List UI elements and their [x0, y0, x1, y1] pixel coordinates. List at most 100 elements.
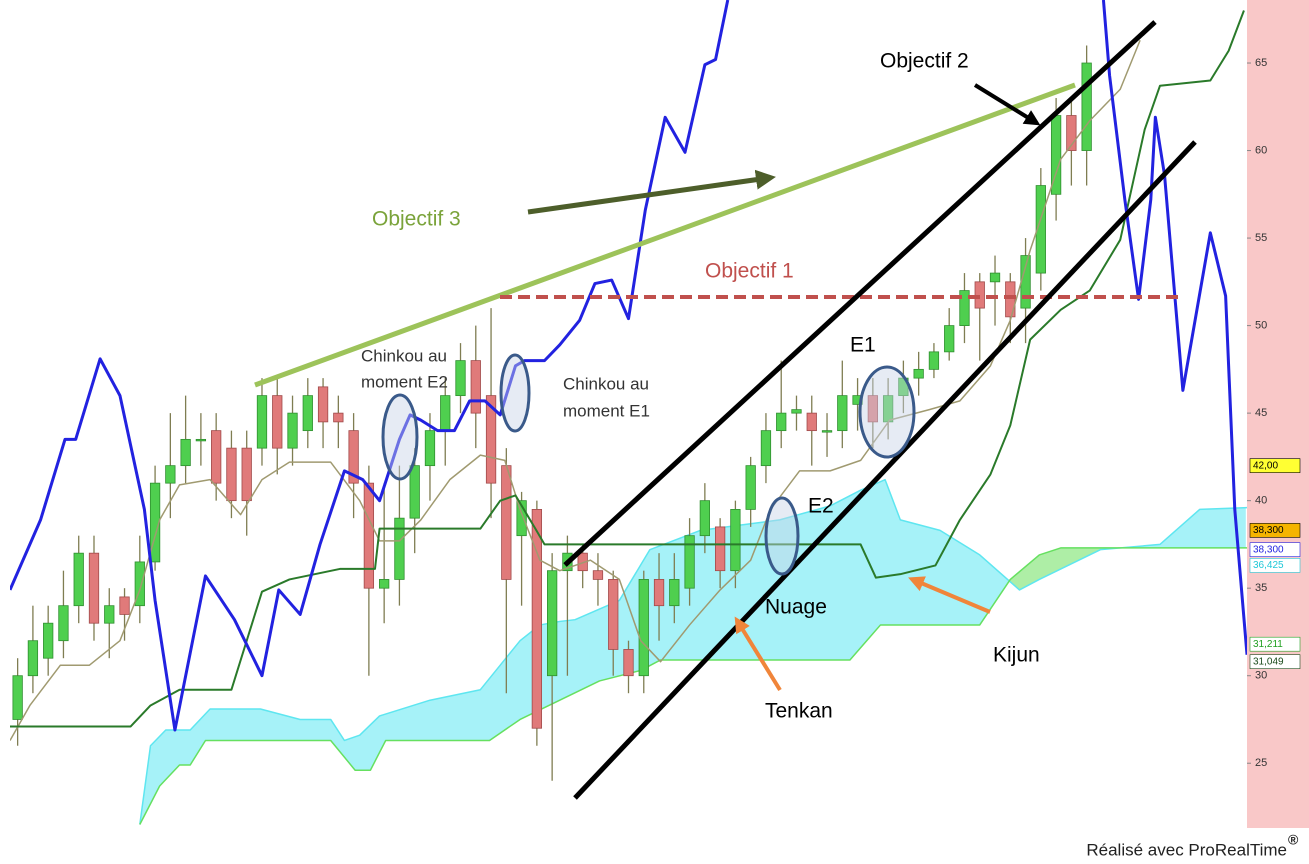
candle-body: [669, 579, 680, 607]
candle-body: [440, 395, 451, 432]
candle-body: [638, 579, 649, 677]
annotation: Nuage: [765, 596, 827, 619]
candle-body: [1020, 255, 1031, 309]
candle-body: [730, 509, 741, 572]
candle-body: [944, 325, 955, 353]
candle-body: [363, 482, 375, 589]
candle-body: [776, 412, 787, 432]
plot-area: [10, 0, 1247, 825]
price-label: 31,049: [1253, 656, 1284, 667]
y-tick-label: 30: [1255, 670, 1267, 682]
candle-body: [867, 395, 878, 423]
annotation: Objectif 2: [880, 50, 969, 73]
candle-body: [256, 395, 268, 449]
candle-body: [149, 482, 161, 563]
candle-body: [501, 465, 512, 580]
price-label-box: [1249, 523, 1301, 538]
footer: Réalisé avec ProRealTime: [1086, 840, 1287, 859]
annotation: E1: [850, 334, 876, 357]
y-tick-label: 65: [1255, 57, 1267, 69]
line: [10, 39, 1141, 741]
candle-body: [119, 596, 130, 615]
candle-body: [424, 430, 436, 467]
annotation: moment E1: [563, 401, 650, 420]
candle-body: [73, 552, 84, 607]
annotations: Objectif 3 Objectif 1 Objectif 2 Chinkou…: [254, 20, 1299, 859]
candle-body: [317, 386, 329, 423]
price-label: 36,425: [1253, 560, 1284, 571]
candle-body: [88, 552, 100, 624]
candle-body: [745, 465, 756, 510]
arrow: [973, 83, 1041, 126]
candle-body: [104, 605, 115, 624]
price-label-box: [1249, 654, 1301, 669]
price-label: 42,00: [1253, 460, 1278, 471]
candle-body: [180, 438, 191, 467]
channel-line: [573, 140, 1197, 800]
y-tick-label: 60: [1255, 144, 1267, 156]
candle-body: [608, 579, 619, 650]
candle-body: [791, 409, 802, 414]
y-tick-label: 40: [1255, 495, 1267, 507]
price-label-box: [1249, 636, 1301, 652]
candle-body: [699, 500, 710, 537]
y-tick-label: 50: [1255, 320, 1267, 332]
highlight: [764, 496, 800, 576]
candle-body: [241, 447, 252, 502]
annotation: Chinkou au: [563, 374, 649, 393]
price-label-box: [1249, 542, 1301, 557]
candle-body: [1081, 62, 1092, 151]
candle-body: [485, 395, 497, 484]
line: [139, 478, 1247, 825]
candle-body: [989, 272, 1001, 283]
cloud-fill: [139, 480, 1246, 825]
candle-body: [134, 561, 145, 607]
candle-body: [653, 579, 665, 607]
candle-body: [58, 605, 69, 642]
line: [10, 10, 1245, 728]
candle-body: [1005, 281, 1016, 318]
price-label-box: [1249, 458, 1301, 473]
highlight: [858, 365, 916, 459]
candle-body: [547, 570, 558, 677]
candle-body: [531, 509, 543, 729]
candle-body: [379, 579, 390, 589]
candle-body: [470, 360, 481, 414]
highlight: [381, 393, 419, 481]
price-label: 38,300: [1253, 544, 1284, 555]
candle-body: [12, 675, 23, 720]
candle-body: [333, 412, 344, 423]
annotation: E2: [808, 495, 834, 518]
candle-body: [348, 430, 359, 484]
axis-panel: [1247, 0, 1309, 828]
candle-body: [287, 412, 298, 449]
candle-body: [592, 570, 604, 580]
candle-body: [211, 430, 222, 484]
annotation: Objectif 1: [705, 260, 794, 283]
candle-body: [455, 360, 466, 397]
annotation: Objectif 3: [372, 208, 461, 231]
candle-body: [821, 430, 833, 433]
annotation: moment E2: [361, 372, 448, 391]
candle-body: [913, 368, 924, 379]
y-tick-label: 25: [1255, 757, 1267, 769]
price-axis: 25 30 35 40 45 50 55 60 65 42,00 38,300 38,300 36,42…: [1247, 57, 1301, 769]
candle-body: [43, 622, 54, 659]
candle-body: [760, 430, 772, 467]
price-label-box: [1249, 558, 1301, 573]
candle-body: [684, 535, 695, 589]
candle-body: [928, 351, 940, 370]
candle-body: [516, 500, 527, 537]
y-tick-label: 55: [1255, 232, 1267, 244]
candle-body: [165, 465, 176, 484]
candle-body: [623, 649, 634, 677]
y-tick-label: 35: [1255, 582, 1267, 594]
annotation: Kijun: [993, 644, 1040, 667]
price-label: 31,211: [1253, 639, 1283, 650]
candle-body: [394, 517, 405, 580]
candle-body: [27, 640, 39, 677]
candle-body: [1066, 115, 1077, 151]
trend-line: [254, 82, 1076, 388]
candle-body: [195, 438, 207, 442]
